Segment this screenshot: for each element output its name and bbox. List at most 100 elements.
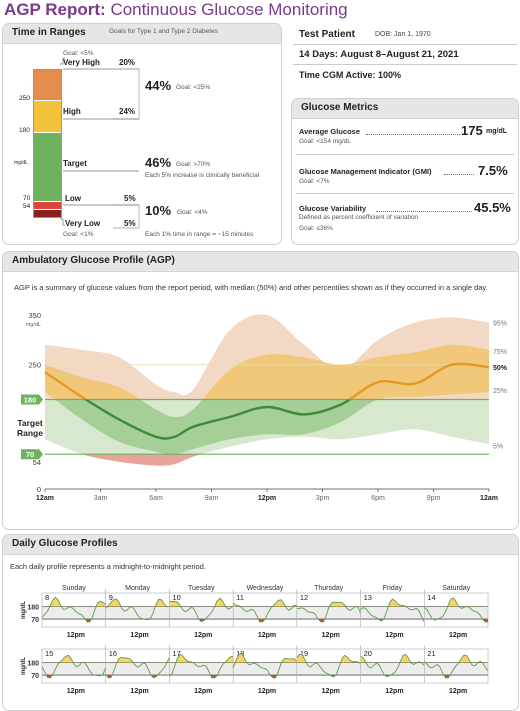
- daily-y-unit-row-1: mg/dL: [21, 657, 27, 675]
- daily-date-15: 15: [45, 649, 53, 658]
- daily-weekday-monday: Monday: [125, 585, 150, 592]
- daily-trace-21: [423, 654, 489, 679]
- tir-bar: [33, 69, 62, 218]
- daily-high-fill-17: [175, 654, 234, 663]
- tir-target-goal: Goal: >70%: [176, 161, 211, 168]
- daily-high-fill-20: [360, 654, 421, 663]
- daily-high-fill-11: [233, 599, 297, 607]
- agp-xtick-3: 9am: [205, 495, 219, 502]
- agp-ytick-flag-180: [21, 394, 43, 405]
- tir-high-pct: 24%: [119, 107, 136, 116]
- daily-y70-row-0: 70: [31, 617, 39, 624]
- agp-xtick-5: 3pm: [316, 495, 330, 502]
- daily-trace-19: [296, 653, 361, 678]
- patient-cgm-active: Time CGM Active: 100%: [299, 70, 402, 80]
- agp-title: Ambulatory Glucose Profile (AGP): [12, 255, 175, 266]
- daily-description: Each daily profile represents a midnight…: [10, 562, 206, 571]
- daily-y-unit-row-0: mg/dL: [21, 601, 27, 619]
- daily-weekday-saturday: Saturday: [442, 585, 471, 592]
- daily-trace-20: [360, 653, 425, 678]
- daily-weekday-tuesday: Tuesday: [188, 585, 215, 592]
- daily-weekday-thursday: Thursday: [314, 585, 344, 592]
- daily-noon-13: 12pm: [385, 632, 403, 639]
- tir-very-low-goal: Goal: <1%: [63, 231, 94, 238]
- daily-frame-row-0: [41, 592, 489, 628]
- agp-band-outer-below: [81, 454, 202, 466]
- metrics-title: Glucose Metrics: [301, 102, 379, 113]
- tir-high-label: High: [63, 107, 81, 116]
- daily-date-19: 19: [300, 649, 308, 658]
- daily-y180-row-1: 180: [27, 661, 39, 668]
- daily-date-13: 13: [364, 593, 372, 602]
- metrics-header: Glucose Metrics: [292, 99, 518, 119]
- agp-target-label-1: Target: [17, 418, 43, 428]
- agp-xtick-0: 12am: [36, 495, 54, 502]
- agp-median-target: [83, 399, 352, 440]
- daily-date-12: 12: [300, 593, 308, 602]
- time-in-ranges-panel: Time in Ranges Goals for Type 1 and Type…: [2, 23, 282, 245]
- daily-noon-10: 12pm: [194, 632, 212, 639]
- gmi-value: 7.5%: [478, 163, 508, 178]
- daily-high-fill-19: [296, 654, 359, 663]
- daily-charts: Sunday Monday Tuesday Wednesday Thursday Frid…: [21, 585, 489, 695]
- tir-axis-250: 250: [19, 95, 30, 102]
- gv-goal: Goal: ≤36%: [299, 225, 333, 232]
- agp-pct-label-5: 5%: [493, 443, 503, 450]
- daily-y70-row-1: 70: [31, 673, 39, 680]
- avg-glucose-unit: mg/dL: [486, 128, 507, 135]
- gv-desc: Defined as percent coefficient of variat…: [299, 214, 419, 221]
- tir-title: Time in Ranges: [12, 27, 86, 38]
- agp-pct-label-25: 25%: [493, 388, 507, 395]
- daily-trace-13: [360, 598, 425, 623]
- daily-weekday-friday: Friday: [383, 585, 403, 592]
- tir-bar-target: [34, 133, 61, 201]
- daily-date-20: 20: [364, 649, 372, 658]
- daily-trace-9: [105, 598, 170, 621]
- daily-date-16: 16: [109, 649, 117, 658]
- tir-target-pct: 46%: [145, 155, 172, 170]
- gmi-label: Glucose Management Indicator (GMI): [299, 167, 432, 176]
- daily-trace-15: [41, 654, 107, 679]
- daily-high-fill-15: [59, 655, 85, 663]
- tir-bracket-very-low: [60, 218, 65, 226]
- agp-median-above: [44, 362, 490, 400]
- agp-pct-label-75: 75%: [493, 349, 507, 356]
- tir-very-low-label: Very Low: [65, 219, 101, 228]
- agp-panel: Ambulatory Glucose Profile (AGP) AGP is …: [2, 251, 519, 530]
- tir-bar-very-high: [34, 70, 61, 100]
- daily-high-fill-16: [116, 657, 170, 663]
- report-title-rest: Continuous Glucose Monitoring: [110, 0, 348, 19]
- daily-high-fill-14: [447, 597, 468, 607]
- tir-combined-low-goal: Goal: <4%: [177, 209, 208, 216]
- daily-trace-11: [232, 599, 297, 623]
- tir-combined-high: 44%: [145, 78, 172, 93]
- avg-glucose-dots: [366, 134, 460, 135]
- agp-pct-label-95: 95%: [493, 320, 507, 327]
- daily-noon-11: 12pm: [258, 632, 276, 639]
- daily-title: Daily Glucose Profiles: [12, 538, 118, 549]
- daily-noon-19: 12pm: [322, 688, 340, 695]
- daily-trace-8: [41, 596, 106, 623]
- tir-bar-very-low: [34, 210, 61, 217]
- daily-weekday-sunday: Sunday: [62, 585, 86, 592]
- daily-date-21: 21: [427, 649, 435, 658]
- daily-low-fill-16: [105, 675, 170, 678]
- tir-very-low-pct: 5%: [124, 219, 136, 228]
- tir-target-note: Each 5% increase is clinically beneficia…: [145, 172, 260, 179]
- metrics-divider-1: [296, 154, 514, 155]
- agp-xtick-7: 9pm: [427, 495, 441, 502]
- avg-glucose-label: Average Glucose: [299, 127, 360, 136]
- daily-noon-21: 12pm: [449, 688, 467, 695]
- tir-low-pct: 5%: [124, 194, 136, 203]
- daily-trace-17: [169, 653, 234, 679]
- daily-y180-row-0: 180: [27, 605, 39, 612]
- agp-xtick-6: 6pm: [371, 495, 385, 502]
- avg-glucose-value: 175: [461, 123, 483, 138]
- daily-profiles-panel: Daily Glucose Profiles Each daily profil…: [2, 534, 519, 711]
- gmi-goal: Goal: <7%: [299, 178, 330, 185]
- metrics-divider-2: [296, 193, 514, 194]
- tir-axis-54: 54: [23, 203, 31, 210]
- agp-xtick-8: 12am: [480, 495, 498, 502]
- tir-very-high-label: Very High: [63, 58, 100, 67]
- daily-high-fill-12: [329, 602, 357, 607]
